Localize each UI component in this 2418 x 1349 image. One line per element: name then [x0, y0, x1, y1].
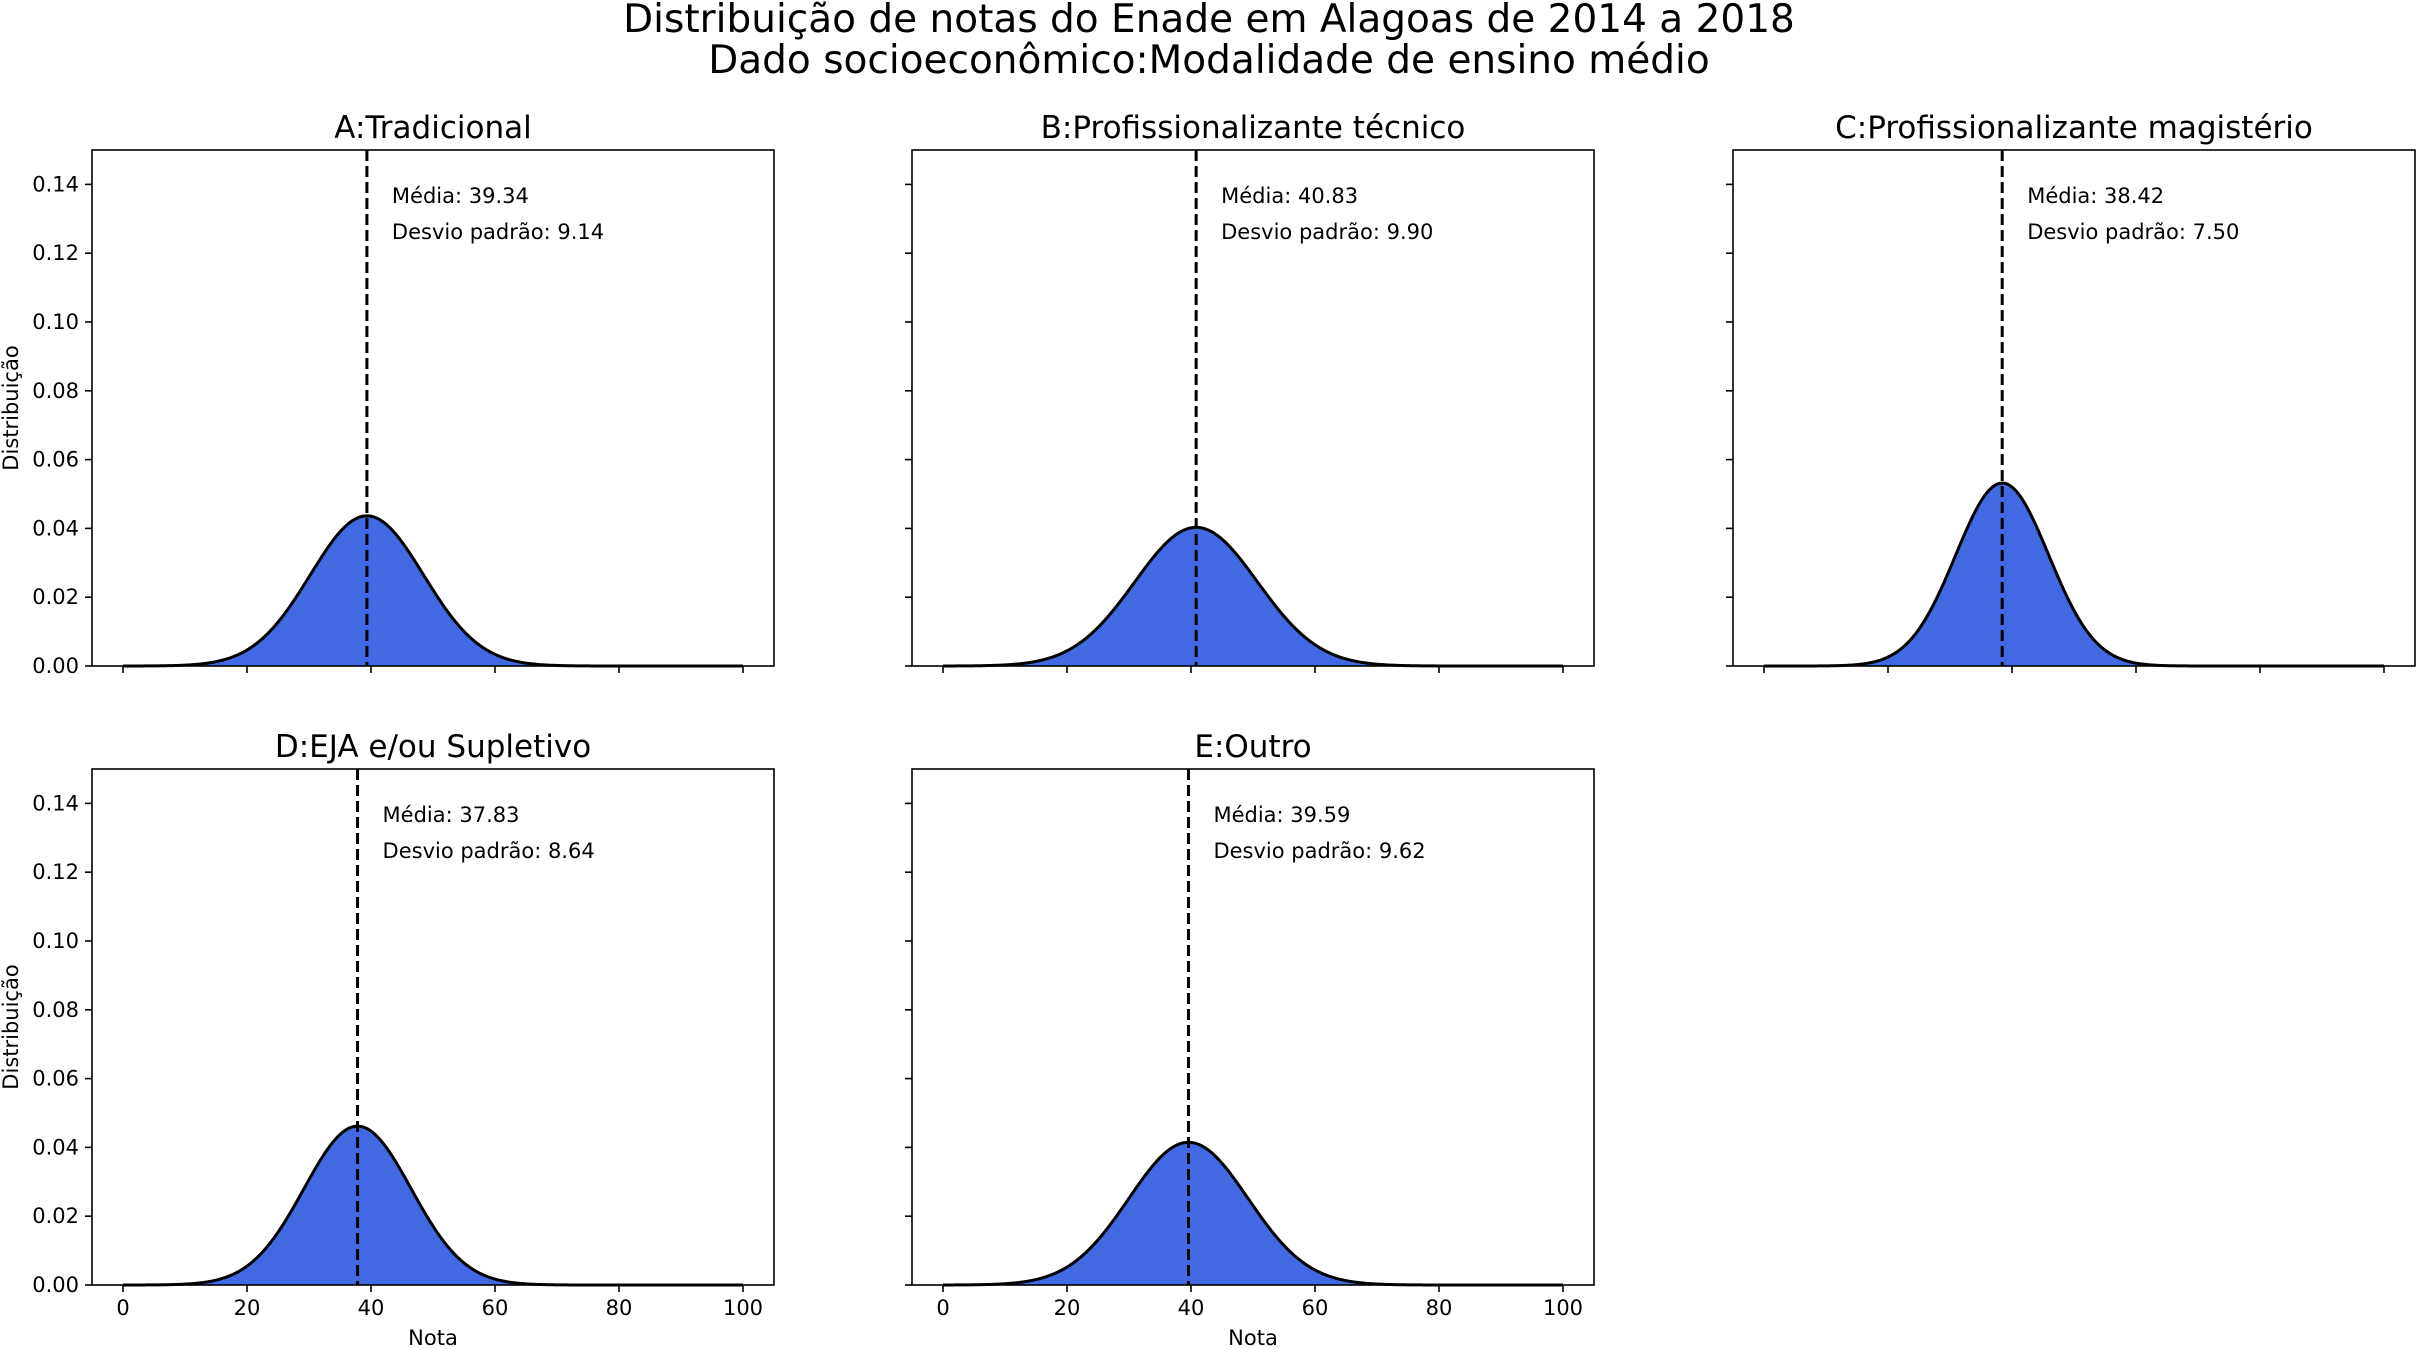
- std-annotation: Desvio padrão: 9.90: [1221, 220, 1433, 244]
- y-tick-label: 0.12: [32, 241, 79, 265]
- panels: Média: 39.34 Desvio padrão: 9.14 0.00 0.02 0…: [0, 110, 2416, 1349]
- x-axis-label: Nota: [1228, 1326, 1278, 1349]
- x-tick-label: 40: [1178, 1296, 1205, 1320]
- y-tick-label: 0.00: [32, 654, 79, 678]
- subplot-title: A:Tradicional: [334, 110, 531, 146]
- x-tick-label: 0: [116, 1296, 129, 1320]
- x-tick-label: 100: [1543, 1296, 1583, 1320]
- y-tick-label: 0.06: [32, 1067, 79, 1091]
- density-fill: [943, 1142, 1563, 1285]
- x-tick-label: 60: [1302, 1296, 1329, 1320]
- figure-title-line2: Dado socioeconômico:Modalidade de ensino…: [708, 38, 1709, 83]
- mean-annotation: Média: 40.83: [1221, 184, 1358, 208]
- y-tick-label: 0.04: [32, 516, 79, 540]
- x-axis-label: Nota: [408, 1326, 458, 1349]
- density-fill: [123, 1126, 743, 1285]
- mean-annotation: Média: 38.42: [2027, 184, 2164, 208]
- y-axis-label: Distribuição: [0, 345, 23, 470]
- axes-frame: [91, 768, 775, 1286]
- subplot-1: Média: 39.34 Desvio padrão: 9.14 0.00 0.02 0…: [0, 110, 775, 678]
- mean-annotation: Média: 39.59: [1213, 803, 1350, 827]
- density-fill: [1764, 483, 2384, 666]
- x-tick-label: 40: [358, 1296, 385, 1320]
- y-tick-label: 0.02: [32, 585, 79, 609]
- x-tick-label: 60: [482, 1296, 509, 1320]
- y-tick-label: 0.04: [32, 1135, 79, 1159]
- subplot-5: Média: 39.59 Desvio padrão: 9.62 0 20 40 60 80…: [905, 729, 1595, 1349]
- y-tick-label: 0.00: [32, 1273, 79, 1297]
- y-tick-label: 0.12: [32, 860, 79, 884]
- subplot-2: Média: 40.83 Desvio padrão: 9.90 B:Profiss…: [905, 110, 1595, 673]
- y-tick-label: 0.10: [32, 929, 79, 953]
- y-axis-label: Distribuição: [0, 964, 23, 1089]
- std-annotation: Desvio padrão: 9.14: [392, 220, 604, 244]
- y-tick-label: 0.02: [32, 1204, 79, 1228]
- y-tick-label: 0.06: [32, 448, 79, 472]
- subplot-4: Média: 37.83 Desvio padrão: 8.64 0.00 0.02 0…: [0, 729, 775, 1349]
- subplot-title: C:Profissionalizante magistério: [1835, 110, 2313, 146]
- axes-frame: [911, 149, 1595, 667]
- x-tick-label: 100: [723, 1296, 763, 1320]
- x-tick-label: 20: [234, 1296, 261, 1320]
- y-tick-label: 0.10: [32, 310, 79, 334]
- x-tick-label: 80: [1426, 1296, 1453, 1320]
- y-tick-label: 0.14: [32, 791, 79, 815]
- std-annotation: Desvio padrão: 9.62: [1213, 839, 1425, 863]
- std-annotation: Desvio padrão: 7.50: [2027, 220, 2239, 244]
- density-fill: [943, 527, 1563, 666]
- mean-annotation: Média: 39.34: [392, 184, 529, 208]
- subplot-title: E:Outro: [1194, 729, 1311, 765]
- axes-frame: [1732, 149, 2416, 667]
- x-tick-label: 0: [936, 1296, 949, 1320]
- axes-frame: [911, 768, 1595, 1286]
- x-tick-label: 20: [1054, 1296, 1081, 1320]
- y-tick-label: 0.08: [32, 998, 79, 1022]
- mean-annotation: Média: 37.83: [383, 803, 520, 827]
- y-tick-label: 0.08: [32, 379, 79, 403]
- subplot-title: D:EJA e/ou Supletivo: [275, 729, 591, 765]
- std-annotation: Desvio padrão: 8.64: [383, 839, 595, 863]
- x-tick-label: 80: [606, 1296, 633, 1320]
- axes-frame: [91, 149, 775, 667]
- subplot-3: Média: 38.42 Desvio padrão: 7.50 C:Profiss…: [1726, 110, 2416, 673]
- y-tick-label: 0.14: [32, 172, 79, 196]
- subplot-title: B:Profissionalizante técnico: [1041, 110, 1466, 146]
- figure-title-line1: Distribuição de notas do Enade em Alagoa…: [623, 0, 1795, 42]
